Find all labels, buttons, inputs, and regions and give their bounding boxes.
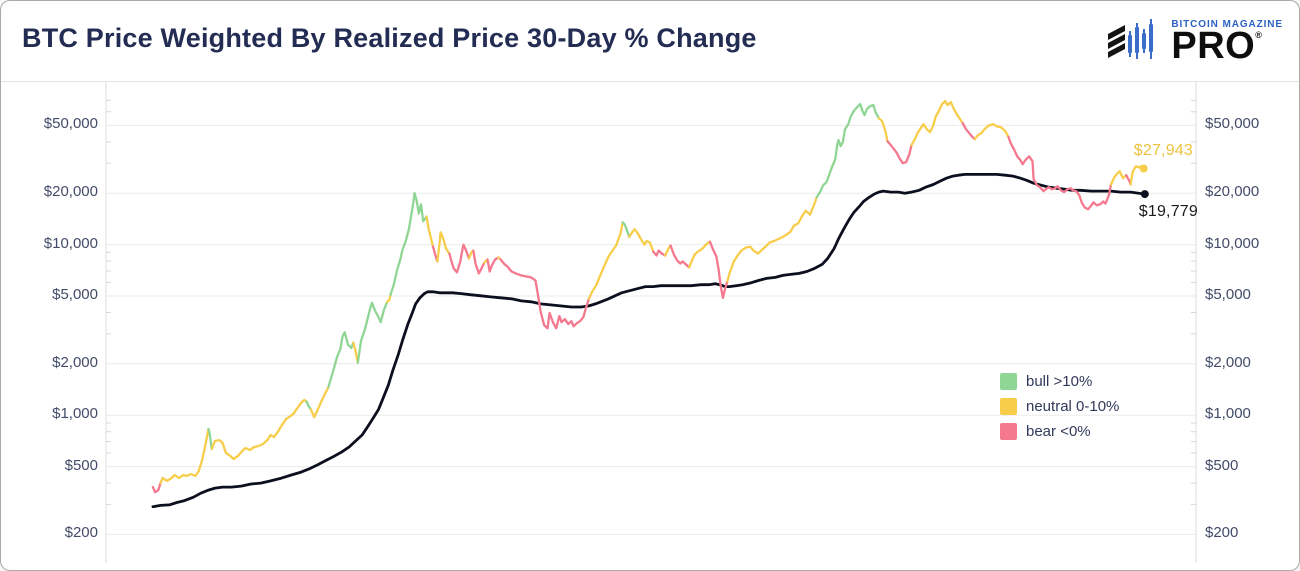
header-divider (1, 81, 1299, 82)
y-tick-label-left: $50,000 (43, 115, 98, 133)
registered-mark: ® (1255, 29, 1263, 40)
y-tick-label-right: $2,000 (1205, 353, 1251, 371)
y-axis-right: $50,000 $20,000 $10,000 $5,000 $2,000 $1,000 $… (1205, 1, 1299, 570)
neutral-swatch-icon (1000, 398, 1017, 415)
y-tick-label-right: $200 (1205, 524, 1239, 542)
bear-swatch-icon (1000, 423, 1017, 440)
btc-price-segment-bear (472, 249, 486, 275)
brand-text: BITCOIN MAGAZINE PRO ® (1171, 18, 1283, 67)
btc-price-segment-neutral (159, 427, 210, 485)
bull-swatch-icon (1000, 373, 1017, 390)
btc-price-segment-neutral (210, 398, 308, 461)
brand-logo: BITCOIN MAGAZINE PRO ® (1108, 17, 1283, 65)
btc-price-segment-bear (961, 122, 976, 141)
latest-price-dot (1139, 164, 1148, 173)
btc-price-segment-bear (652, 249, 667, 257)
btc-price-segment-neutral (425, 215, 435, 248)
btc-price-segment-bull (356, 300, 389, 364)
btc-price-segment-neutral (877, 117, 889, 143)
y-tick-label-right: $500 (1205, 456, 1239, 474)
y-tick-label-left: $200 (64, 524, 98, 542)
btc-price-segment-bull (621, 221, 631, 239)
btc-price-segment-bear (448, 243, 471, 274)
y-tick-label-right: $5,000 (1205, 285, 1251, 303)
btc-price-segment-bull (389, 192, 428, 296)
btc-price-segment-bear (486, 256, 500, 273)
btc-price-segment-neutral (628, 228, 655, 253)
realized-price-dot (1140, 190, 1149, 199)
y-tick-label-left: $2,000 (52, 353, 98, 371)
btc-price-segment-bear (708, 240, 729, 299)
y-tick-label-right: $1,000 (1205, 405, 1251, 423)
btc-price-segment-neutral (973, 123, 1010, 141)
btc-price-segment-neutral (726, 196, 818, 283)
btc-price-segment-bull (815, 102, 880, 199)
y-tick-label-left: $1,000 (52, 405, 98, 423)
btc-price-segment-bear (669, 244, 691, 269)
legend-item-bull[interactable]: bull >10% (1000, 373, 1119, 390)
btc-price-segment-neutral (352, 341, 359, 364)
y-tick-label-left: $10,000 (43, 234, 98, 252)
y-tick-label-left: $500 (64, 456, 98, 474)
y-tick-label-left: $5,000 (52, 285, 98, 303)
btc-price-segment-bear (499, 258, 591, 330)
btc-price-segment-neutral (910, 99, 964, 147)
y-tick-label-left: $20,000 (43, 183, 98, 201)
btc-price-segment-bear (1007, 135, 1113, 211)
legend-label-neutral: neutral 0-10% (1026, 398, 1120, 415)
btc-price-segment-bear (151, 481, 162, 494)
btc-price-segment-neutral (386, 293, 392, 303)
y-axis-left: $50,000 $20,000 $10,000 $5,000 $2,000 $1,000 $… (1, 1, 98, 570)
realized-price-label: $19,779 (1138, 203, 1198, 220)
y-tick-label-right: $50,000 (1205, 115, 1260, 133)
bitcoin-magazine-icon (1108, 19, 1154, 59)
y-tick-label-right: $20,000 (1205, 183, 1260, 201)
latest-price-label: $27,943 (1133, 142, 1193, 159)
legend-item-neutral[interactable]: neutral 0-10% (1000, 398, 1119, 415)
btc-price-segment-bull (327, 331, 355, 389)
btc-price-segment-neutral (587, 221, 624, 300)
btc-price-segment-neutral (664, 244, 672, 257)
btc-price-segment-neutral (309, 386, 330, 419)
brand-magazine-label: BITCOIN MAGAZINE (1171, 18, 1283, 30)
btc-price-segment-bear (886, 140, 913, 165)
page-title: BTC Price Weighted By Realized Price 30-… (22, 23, 757, 53)
y-tick-label-right: $10,000 (1205, 234, 1260, 252)
brand-pro-label: PRO ® (1171, 24, 1263, 67)
btc-price-segment-bull (305, 400, 313, 411)
btc-price-segment-bull (207, 427, 213, 451)
legend-label-bear: bear <0% (1026, 423, 1091, 440)
btc-price-segment-neutral (436, 231, 451, 263)
btc-price-segment-neutral (687, 240, 712, 269)
legend-label-bull: bull >10% (1026, 373, 1093, 390)
realized-price-line (151, 173, 1147, 509)
legend-item-bear[interactable]: bear <0% (1000, 423, 1119, 440)
chart-legend: bull >10% neutral 0-10% bear <0% (1000, 373, 1119, 448)
btc-price-segment-neutral (1109, 170, 1128, 186)
